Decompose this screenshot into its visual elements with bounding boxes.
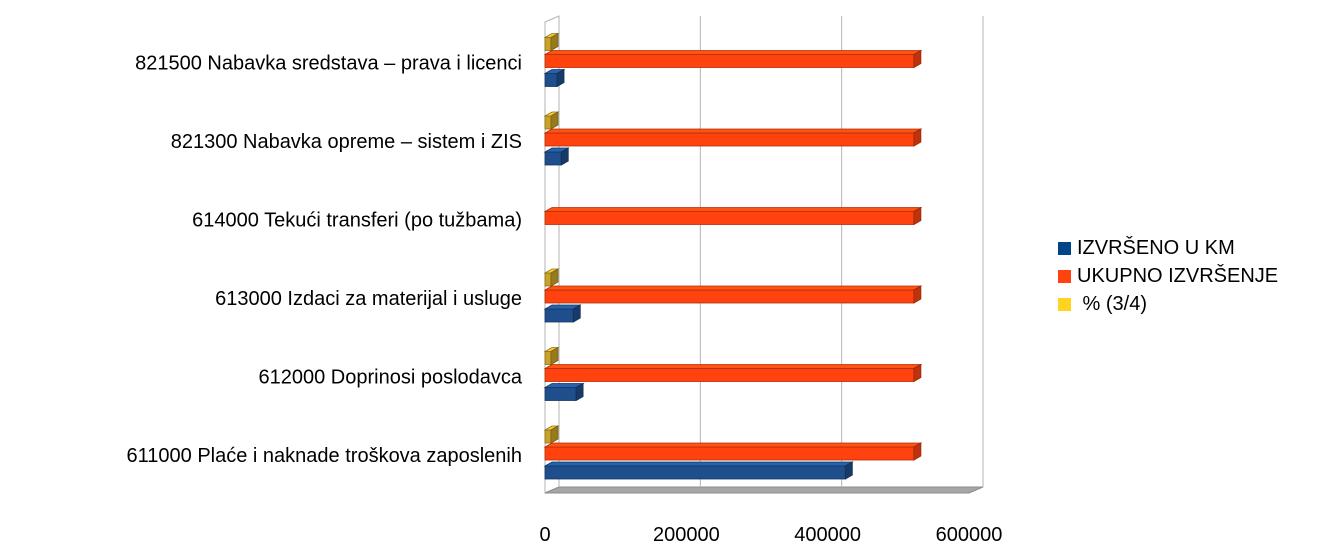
legend-item-ukupno: UKUPNO IZVRŠENJE: [1058, 262, 1278, 290]
izvrseno-bar-end: [560, 147, 569, 166]
percent-bar: [544, 351, 552, 365]
x-tick-label: 400000: [794, 524, 861, 546]
ukupno-izvrsenje-bar-top: [543, 207, 923, 212]
percent-bar-end: [550, 268, 559, 287]
x-tick-label: 0: [539, 524, 550, 546]
legend-label-ukupno: UKUPNO IZVRŠENJE: [1077, 264, 1279, 287]
chart-side-wall: [544, 15, 560, 494]
percent-bar-end: [550, 346, 559, 366]
ukupno-izvrsenje-bar-end: [913, 49, 922, 69]
legend-swatch-ukupno: [1058, 269, 1071, 283]
category-label: 612000 Doprinosi poslodavca: [258, 366, 522, 388]
ukupno-izvrsenje-bar-top: [543, 442, 923, 448]
izvrseno-bar: [544, 73, 558, 87]
category-label: 614000 Tekući transferi (po tužbama): [192, 209, 522, 231]
ukupno-izvrsenje-bar-top: [543, 50, 923, 55]
izvrseno-bar-end: [844, 461, 853, 480]
category-label: 821300 Nabavka opreme – sistem i ZIS: [171, 131, 522, 153]
category-label: 611000 Plaće i naknade troškova zaposlen…: [127, 445, 522, 467]
chart-floor: [544, 486, 984, 494]
ukupno-izvrsenje-bar-end: [913, 363, 922, 383]
ukupno-izvrsenje-bar: [544, 446, 915, 461]
ukupno-izvrsenje-bar-end: [913, 285, 922, 304]
percent-bar: [544, 429, 552, 444]
x-tick-label: 200000: [653, 524, 720, 546]
legend-label-izvrseno: IZVRŠENO U KM: [1077, 236, 1235, 259]
izvrseno-bar-end: [575, 382, 584, 402]
izvrseno-bar: [544, 387, 577, 401]
izvrseno-bar: [544, 308, 574, 323]
legend-label-percent: % (3/4): [1077, 292, 1148, 315]
chart-legend: IZVRŠENO U KM UKUPNO IZVRŠENJE % (3/4): [1058, 234, 1278, 318]
ukupno-izvrsenje-bar-end: [913, 206, 922, 226]
ukupno-izvrsenje-bar-end: [913, 442, 922, 461]
izvrseno-bar: [544, 151, 562, 166]
legend-item-percent: % (3/4): [1058, 290, 1278, 318]
legend-swatch-izvrseno: [1058, 241, 1071, 255]
ukupno-izvrsenje-bar-top: [543, 285, 923, 291]
izvrseno-bar-end: [572, 304, 581, 323]
ukupno-izvrsenje-bar: [544, 211, 915, 225]
x-tick-label: 600000: [936, 524, 1003, 546]
percent-bar: [544, 115, 552, 130]
percent-bar-end: [550, 425, 559, 444]
percent-bar: [544, 37, 552, 51]
percent-bar-end: [550, 32, 559, 52]
category-label: 613000 Izdaci za materijal i usluge: [215, 288, 522, 310]
ukupno-izvrsenje-bar: [544, 132, 915, 147]
ukupno-izvrsenje-bar-end: [913, 128, 922, 147]
legend-swatch-percent: [1058, 297, 1071, 311]
izvrseno-bar-end: [556, 68, 565, 88]
ukupno-izvrsenje-bar: [544, 289, 915, 304]
ukupno-izvrsenje-bar: [544, 368, 915, 382]
ukupno-izvrsenje-bar-top: [543, 128, 923, 134]
percent-bar-end: [550, 111, 559, 130]
izvrseno-bar: [544, 465, 846, 480]
ukupno-izvrsenje-bar: [544, 54, 915, 68]
percent-bar: [544, 272, 552, 287]
izvrseno-bar-top: [543, 461, 854, 467]
category-label: 821500 Nabavka sredstava – prava i licen…: [135, 52, 522, 74]
ukupno-izvrsenje-bar-top: [543, 364, 923, 369]
legend-item-izvrseno: IZVRŠENO U KM: [1058, 234, 1278, 262]
